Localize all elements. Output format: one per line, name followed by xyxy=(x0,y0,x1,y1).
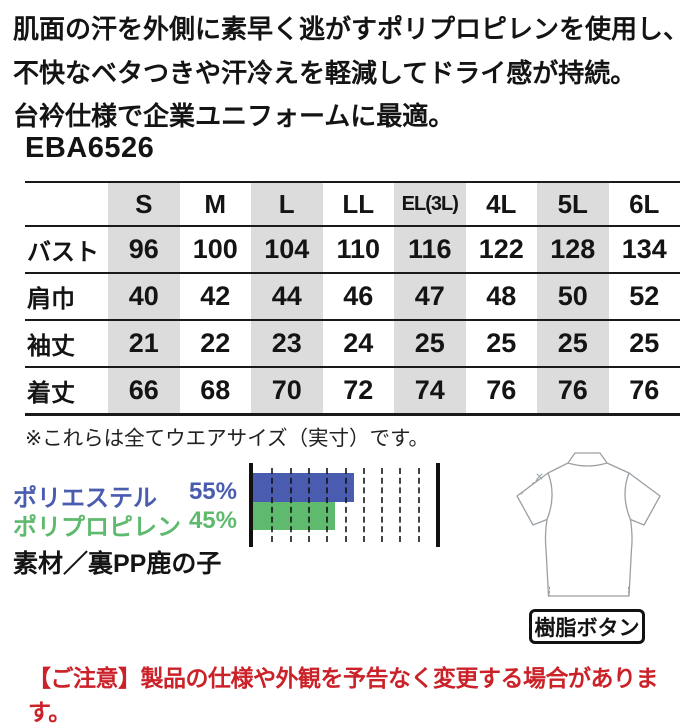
shirt-armhole-seam-right xyxy=(624,472,632,521)
size-column-header: EL(3L) xyxy=(394,182,466,226)
chart-gridline xyxy=(326,468,329,542)
product-description: 肌面の汗を外側に素早く逃がすポリプロピレンを使用し、 不快なベタつきや汗冷えを軽… xyxy=(13,8,693,139)
chart-gridline xyxy=(344,468,347,542)
chart-gridline xyxy=(271,468,274,542)
shirt-sleeve-tack xyxy=(536,473,543,480)
size-cell: 122 xyxy=(478,234,524,264)
size-cell: 72 xyxy=(343,374,374,405)
size-cell: 25 xyxy=(629,328,660,358)
size-cell: 128 xyxy=(537,226,609,273)
size-cell: 110 xyxy=(336,234,381,264)
fabric-note: 素材／裏PP鹿の子 xyxy=(13,550,222,578)
material-value: 45% xyxy=(188,507,237,534)
size-table: S M L LL EL(3L) 4L 5L 6L バスト 96 100 104 110 116 122 12… xyxy=(25,181,680,416)
description-line: 肌面の汗を外側に素早く逃がすポリプロピレンを使用し、 xyxy=(13,14,690,44)
description-line: 台衿仕様で企業ユニフォームに最適。 xyxy=(13,101,455,131)
material-row-polypropylene: ポリプロピレン 45% xyxy=(13,507,237,542)
size-cell: 48 xyxy=(486,281,517,311)
size-table-row: 着丈 66 68 70 72 74 76 76 76 xyxy=(25,367,680,414)
size-cell: 21 xyxy=(108,320,180,367)
size-column-header: M xyxy=(204,188,227,219)
size-cell: 24 xyxy=(343,328,374,358)
resin-button-label: 樹脂ボタン xyxy=(534,616,640,640)
size-table-row: 袖丈 21 22 23 24 25 25 25 25 xyxy=(25,320,680,367)
size-row-label: 袖丈 xyxy=(27,333,75,360)
size-cell: 52 xyxy=(629,281,660,311)
size-row-label: 肩巾 xyxy=(27,286,75,313)
product-code: EBA6526 xyxy=(25,132,155,164)
size-note: ※これらは全てウエアサイズ（実寸）です。 xyxy=(25,427,430,450)
size-cell: 76 xyxy=(629,374,660,405)
size-row-label: 着丈 xyxy=(27,379,75,407)
size-cell: 25 xyxy=(394,320,466,367)
material-row-polyester: ポリエステル 55% xyxy=(13,478,237,513)
chart-gridline xyxy=(417,468,420,542)
size-table-row: バスト 96 100 104 110 116 122 128 134 xyxy=(25,226,680,273)
notice-text: 【ご注意】製品の仕様や外観を予告なく変更する場合があります。 xyxy=(28,665,659,725)
shirt-armhole-seam-left xyxy=(546,472,553,521)
size-cell: 46 xyxy=(343,281,374,311)
shirt-back-illustration xyxy=(516,452,661,597)
size-cell: 44 xyxy=(251,273,323,320)
material-label: ポリプロピレン xyxy=(13,514,181,541)
size-column-header: LL xyxy=(342,188,375,219)
size-cell: 50 xyxy=(537,273,609,320)
size-table-wrapper: S M L LL EL(3L) 4L 5L 6L バスト 96 100 104 110 116 122 12… xyxy=(25,181,680,416)
size-column-header: 4L xyxy=(486,188,517,219)
composition-chart xyxy=(249,463,440,547)
size-table-corner xyxy=(25,182,108,226)
size-cell: 25 xyxy=(486,328,517,358)
chart-gridline xyxy=(381,468,384,542)
material-value: 55% xyxy=(188,478,237,505)
size-cell: 66 xyxy=(108,367,180,414)
size-cell: 70 xyxy=(251,367,323,414)
size-column-header: 6L xyxy=(629,188,660,219)
material-label: ポリエステル xyxy=(13,485,157,512)
shirt-collar xyxy=(567,452,608,464)
description-line: 不快なベタつきや汗冷えを軽減してドライ感が持続。 xyxy=(13,57,637,88)
size-cell: 100 xyxy=(192,234,238,264)
size-column-header: S xyxy=(108,182,180,226)
size-table-row: 肩巾 40 42 44 46 47 48 50 52 xyxy=(25,273,680,320)
chart-bar-polyester xyxy=(253,473,354,502)
resin-button-label-box: 樹脂ボタン xyxy=(529,609,645,644)
size-cell: 68 xyxy=(200,374,231,405)
size-cell: 23 xyxy=(251,320,323,367)
chart-bar-polypropylene xyxy=(253,502,336,530)
size-cell: 104 xyxy=(251,226,323,273)
shirt-sleeve-stitch xyxy=(520,477,540,495)
size-cell: 40 xyxy=(108,273,180,320)
size-cell: 76 xyxy=(537,367,609,414)
size-cell: 116 xyxy=(394,226,466,273)
size-cell: 134 xyxy=(621,234,667,264)
page-root: 肌面の汗を外側に素早く逃がすポリプロピレンを使用し、 不快なベタつきや汗冷えを軽… xyxy=(13,8,693,725)
chart-gridline xyxy=(289,468,292,542)
chart-gridline xyxy=(399,468,402,542)
size-cell: 96 xyxy=(108,226,180,273)
size-cell: 25 xyxy=(537,320,609,367)
size-cell: 76 xyxy=(486,374,517,405)
size-cell: 47 xyxy=(394,273,466,320)
size-column-header: L xyxy=(251,182,323,226)
chart-gridline xyxy=(307,468,310,542)
size-column-header: 5L xyxy=(537,182,609,226)
size-cell: 42 xyxy=(200,281,231,311)
shirt-outline xyxy=(516,462,661,597)
size-row-label: バスト xyxy=(27,239,99,266)
size-cell: 74 xyxy=(394,367,466,414)
size-cell: 22 xyxy=(200,328,231,358)
chart-gridline xyxy=(362,468,365,542)
